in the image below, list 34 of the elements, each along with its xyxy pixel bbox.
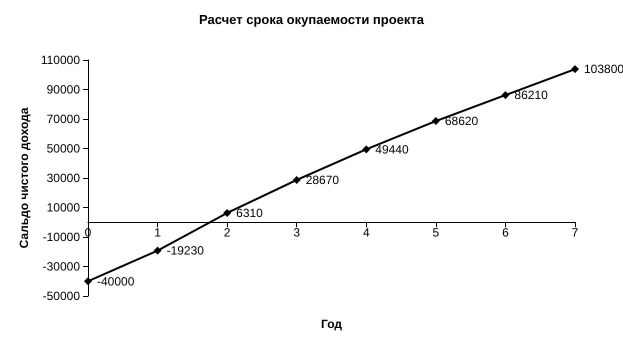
x-tick-label: 6 <box>502 225 510 240</box>
y-tick-label: -10000 <box>42 230 80 244</box>
y-axis-title: Сальдо чистого дохода <box>16 107 31 248</box>
y-tick-label: 110000 <box>40 53 80 67</box>
y-tick-label: -50000 <box>42 289 80 303</box>
point <box>292 176 301 184</box>
chart-title: Расчет срока окупаемости проекта <box>199 12 425 27</box>
x-axis-title: Год <box>321 317 342 331</box>
point <box>362 145 370 154</box>
point <box>84 277 92 286</box>
data-label: 6310 <box>236 206 264 220</box>
data-label: 28670 <box>306 172 340 187</box>
data-label: -19230 <box>166 244 204 258</box>
data-label: 49440 <box>375 142 409 156</box>
point <box>571 65 579 74</box>
y-tick-label: 90000 <box>46 82 80 96</box>
data-label: 86210 <box>514 88 548 102</box>
y-tick-label: 10000 <box>46 200 80 214</box>
point <box>154 246 162 255</box>
data-label: 68620 <box>444 114 479 128</box>
x-tick-label: 5 <box>432 225 440 240</box>
y-tick-label: 50000 <box>46 142 80 156</box>
x-tick-label: 7 <box>572 225 579 240</box>
y-tick-label: -30000 <box>42 260 80 274</box>
y-tick-label: 30000 <box>46 171 80 185</box>
x-tick-label: 1 <box>154 225 162 240</box>
x-tick-label: 2 <box>224 225 231 240</box>
y-tick-label: 70000 <box>46 112 80 126</box>
x-tick-label: 4 <box>362 225 370 240</box>
point <box>223 208 232 217</box>
point <box>432 117 440 126</box>
point <box>501 91 510 100</box>
data-label: -40000 <box>97 274 135 288</box>
x-tick-label: 3 <box>293 225 300 240</box>
